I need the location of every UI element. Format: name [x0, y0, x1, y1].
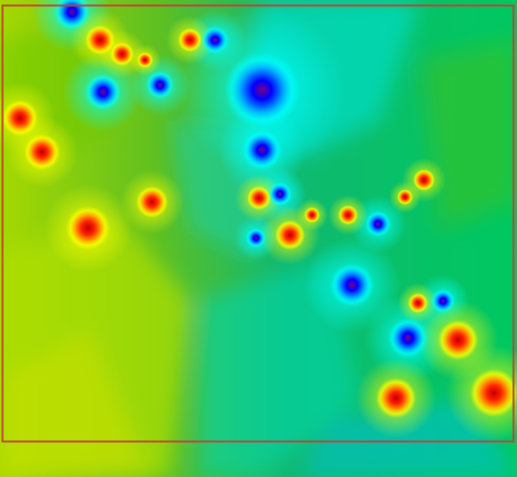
low-anomaly-b10: [330, 263, 374, 307]
low-anomaly-b08: [246, 228, 266, 248]
anomaly-layer: [0, 0, 517, 441]
high-anomaly-r16: [376, 378, 416, 418]
high-anomaly-r13: [408, 293, 428, 313]
low-anomaly-b03: [85, 74, 121, 110]
extent-frame: [1, 4, 515, 443]
low-anomaly-b09: [365, 211, 391, 237]
high-anomaly-r17: [137, 52, 153, 68]
high-anomaly-r15: [470, 369, 517, 417]
high-anomaly-r05: [24, 134, 60, 170]
low-anomaly-b02: [201, 26, 229, 54]
high-anomaly-r12: [397, 189, 413, 205]
high-anomaly-r08: [247, 186, 271, 210]
low-anomaly-b06: [242, 130, 282, 170]
high-anomaly-r06: [66, 206, 110, 250]
high-anomaly-r09: [275, 220, 305, 250]
high-anomaly-r04: [2, 100, 38, 136]
high-anomaly-r14: [438, 320, 478, 360]
low-anomaly-b04: [146, 71, 174, 99]
low-anomaly-b05: [224, 52, 300, 128]
high-anomaly-r03: [178, 28, 202, 52]
high-anomaly-r18: [304, 207, 320, 223]
low-anomaly-b01: [54, 0, 90, 30]
high-anomaly-r01: [85, 25, 115, 55]
low-anomaly-b07: [268, 182, 292, 206]
high-anomaly-r11: [413, 169, 435, 191]
low-anomaly-b12: [388, 318, 428, 358]
high-anomaly-r07: [136, 186, 168, 218]
high-anomaly-r10: [338, 205, 358, 225]
low-anomaly-b11: [431, 289, 455, 313]
high-anomaly-r02: [110, 42, 134, 66]
